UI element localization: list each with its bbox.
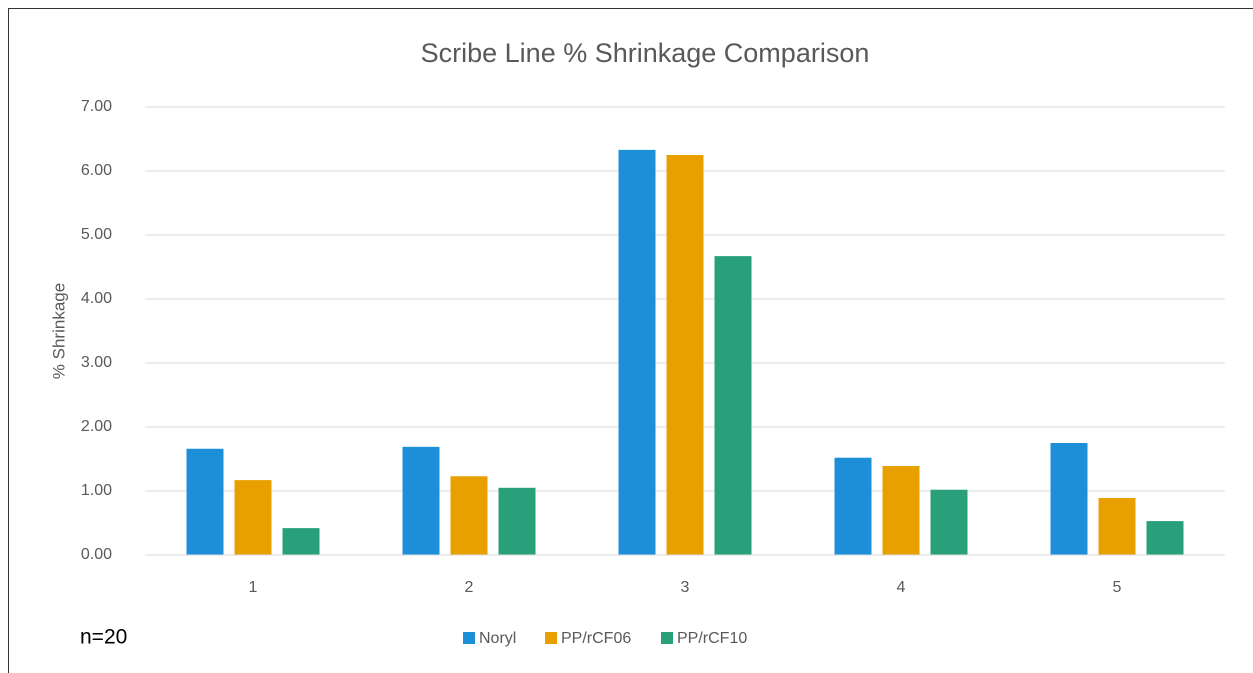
y-tick-label: 3.00	[81, 354, 112, 371]
bar	[834, 457, 872, 555]
y-tick-label: 5.00	[81, 226, 112, 243]
bar	[1050, 443, 1088, 555]
bar	[618, 149, 656, 555]
annotation: n=20	[80, 626, 127, 649]
bar	[1146, 521, 1184, 555]
y-tick-label: 6.00	[81, 162, 112, 179]
y-tick-label: 1.00	[81, 482, 112, 499]
x-tick-label: 5	[1113, 579, 1122, 596]
legend-swatch	[545, 632, 557, 644]
x-tick-label: 4	[897, 579, 906, 596]
x-tick-label: 3	[681, 579, 690, 596]
bar	[402, 446, 440, 555]
bar	[282, 528, 320, 555]
bar	[234, 480, 272, 555]
bar	[450, 476, 488, 555]
y-axis-label: % Shrinkage	[49, 283, 68, 379]
legend-swatch	[463, 632, 475, 644]
y-tick-label: 2.00	[81, 418, 112, 435]
y-tick-label: 0.00	[81, 546, 112, 563]
y-tick-label: 4.00	[81, 290, 112, 307]
bar	[1098, 498, 1136, 555]
bar	[666, 155, 704, 555]
legend-label: Noryl	[479, 630, 516, 647]
bar	[930, 489, 968, 555]
x-tick-label: 2	[465, 579, 474, 596]
bar	[498, 487, 536, 555]
chart-title: Scribe Line % Shrinkage Comparison	[421, 38, 870, 68]
bar	[714, 256, 752, 555]
legend-label: PP/rCF10	[677, 630, 747, 647]
legend-label: PP/rCF06	[561, 630, 631, 647]
bar	[186, 448, 224, 555]
bar	[882, 466, 920, 555]
x-tick-label: 1	[249, 579, 258, 596]
legend-swatch	[661, 632, 673, 644]
y-tick-label: 7.00	[81, 98, 112, 115]
